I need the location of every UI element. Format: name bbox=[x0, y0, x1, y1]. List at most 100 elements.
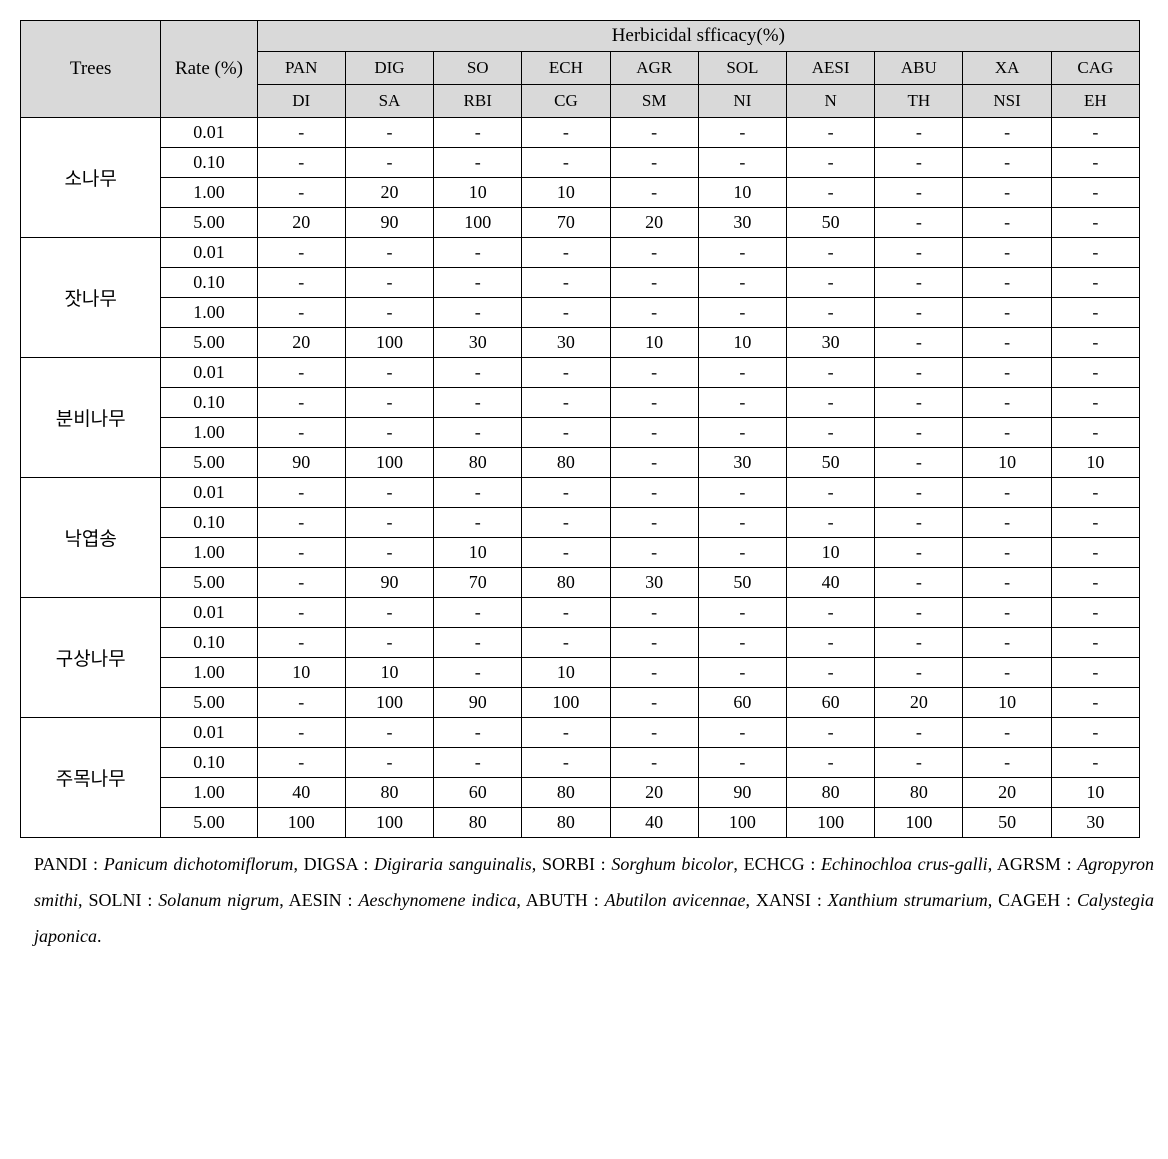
rate-cell: 1.00 bbox=[161, 417, 257, 447]
data-cell: 100 bbox=[345, 807, 433, 837]
rate-cell: 0.10 bbox=[161, 747, 257, 777]
table-row: 구상나무0.01---------- bbox=[21, 597, 1140, 627]
data-cell: 20 bbox=[257, 207, 345, 237]
table-row: 5.00209010070203050--- bbox=[21, 207, 1140, 237]
data-cell: - bbox=[1051, 657, 1139, 687]
data-cell: - bbox=[610, 387, 698, 417]
data-cell: - bbox=[610, 417, 698, 447]
data-cell: - bbox=[434, 717, 522, 747]
rate-cell: 0.01 bbox=[161, 357, 257, 387]
data-cell: - bbox=[257, 687, 345, 717]
data-cell: 10 bbox=[963, 687, 1051, 717]
data-cell: - bbox=[787, 297, 875, 327]
data-cell: - bbox=[963, 747, 1051, 777]
data-cell: - bbox=[257, 627, 345, 657]
rate-cell: 0.01 bbox=[161, 477, 257, 507]
data-cell: - bbox=[345, 237, 433, 267]
rate-cell: 1.00 bbox=[161, 777, 257, 807]
data-cell: - bbox=[875, 447, 963, 477]
data-cell: - bbox=[434, 387, 522, 417]
data-cell: - bbox=[522, 147, 610, 177]
data-cell: 40 bbox=[787, 567, 875, 597]
tree-name-cell: 구상나무 bbox=[21, 597, 161, 717]
data-cell: - bbox=[610, 537, 698, 567]
efficacy-table: Trees Rate (%) Herbicidal sfficacy(%) PA… bbox=[20, 20, 1140, 838]
data-cell: - bbox=[257, 237, 345, 267]
rate-cell: 0.10 bbox=[161, 147, 257, 177]
data-cell: 80 bbox=[522, 567, 610, 597]
data-cell: 30 bbox=[434, 327, 522, 357]
table-row: 5.00-10090100-60602010- bbox=[21, 687, 1140, 717]
data-cell: 100 bbox=[875, 807, 963, 837]
data-cell: - bbox=[522, 537, 610, 567]
data-cell: - bbox=[963, 567, 1051, 597]
header-species-line1: ABU bbox=[875, 52, 963, 85]
data-cell: - bbox=[522, 267, 610, 297]
data-cell: - bbox=[257, 267, 345, 297]
data-cell: - bbox=[522, 597, 610, 627]
header-species-line1: ECH bbox=[522, 52, 610, 85]
rate-cell: 1.00 bbox=[161, 297, 257, 327]
data-cell: - bbox=[787, 417, 875, 447]
data-cell: - bbox=[963, 207, 1051, 237]
data-cell: - bbox=[257, 297, 345, 327]
footnote-latin: Solanum nigrum bbox=[158, 890, 279, 910]
footnote: PANDI : Panicum dichotomiflorum, DIGSA :… bbox=[20, 846, 1154, 954]
data-cell: - bbox=[434, 627, 522, 657]
data-cell: - bbox=[522, 297, 610, 327]
data-cell: - bbox=[698, 627, 786, 657]
footnote-latin: Digiraria sanguinalis bbox=[374, 854, 532, 874]
table-row: 5.00-907080305040--- bbox=[21, 567, 1140, 597]
data-cell: - bbox=[698, 387, 786, 417]
data-cell: - bbox=[1051, 567, 1139, 597]
data-cell: 80 bbox=[434, 447, 522, 477]
rate-cell: 1.00 bbox=[161, 177, 257, 207]
rate-cell: 0.10 bbox=[161, 387, 257, 417]
table-row: 소나무0.01---------- bbox=[21, 117, 1140, 147]
footnote-latin: Echinochloa crus-galli bbox=[821, 854, 988, 874]
data-cell: 20 bbox=[257, 327, 345, 357]
data-cell: - bbox=[698, 477, 786, 507]
data-cell: - bbox=[345, 477, 433, 507]
data-cell: - bbox=[698, 537, 786, 567]
data-cell: 50 bbox=[787, 207, 875, 237]
data-cell: 40 bbox=[610, 807, 698, 837]
data-cell: - bbox=[1051, 597, 1139, 627]
rate-cell: 0.01 bbox=[161, 717, 257, 747]
data-cell: 10 bbox=[698, 177, 786, 207]
data-cell: - bbox=[787, 387, 875, 417]
data-cell: - bbox=[257, 357, 345, 387]
data-cell: - bbox=[345, 597, 433, 627]
data-cell: - bbox=[522, 117, 610, 147]
data-cell: - bbox=[698, 717, 786, 747]
footnote-code: CAGEH bbox=[998, 890, 1060, 910]
data-cell: - bbox=[522, 357, 610, 387]
data-cell: - bbox=[345, 117, 433, 147]
header-trees: Trees bbox=[21, 21, 161, 118]
data-cell: 10 bbox=[522, 177, 610, 207]
table-row: 0.10---------- bbox=[21, 627, 1140, 657]
data-cell: - bbox=[522, 237, 610, 267]
footnote-code: SORBI bbox=[542, 854, 595, 874]
data-cell: - bbox=[1051, 267, 1139, 297]
data-cell: 60 bbox=[698, 687, 786, 717]
header-species-line2: TH bbox=[875, 84, 963, 117]
data-cell: - bbox=[875, 747, 963, 777]
data-cell: - bbox=[875, 267, 963, 297]
rate-cell: 0.01 bbox=[161, 117, 257, 147]
data-cell: - bbox=[1051, 687, 1139, 717]
data-cell: 80 bbox=[522, 777, 610, 807]
data-cell: 100 bbox=[345, 447, 433, 477]
data-cell: - bbox=[787, 177, 875, 207]
footnote-code: ECHCG bbox=[744, 854, 805, 874]
header-species-line1: CAG bbox=[1051, 52, 1139, 85]
header-species-line1: DIG bbox=[345, 52, 433, 85]
footnote-latin: Xanthium strumarium bbox=[828, 890, 988, 910]
data-cell: 20 bbox=[610, 207, 698, 237]
data-cell: - bbox=[1051, 177, 1139, 207]
data-cell: - bbox=[963, 417, 1051, 447]
data-cell: - bbox=[434, 297, 522, 327]
data-cell: - bbox=[434, 357, 522, 387]
table-row: 0.10---------- bbox=[21, 267, 1140, 297]
data-cell: 90 bbox=[434, 687, 522, 717]
